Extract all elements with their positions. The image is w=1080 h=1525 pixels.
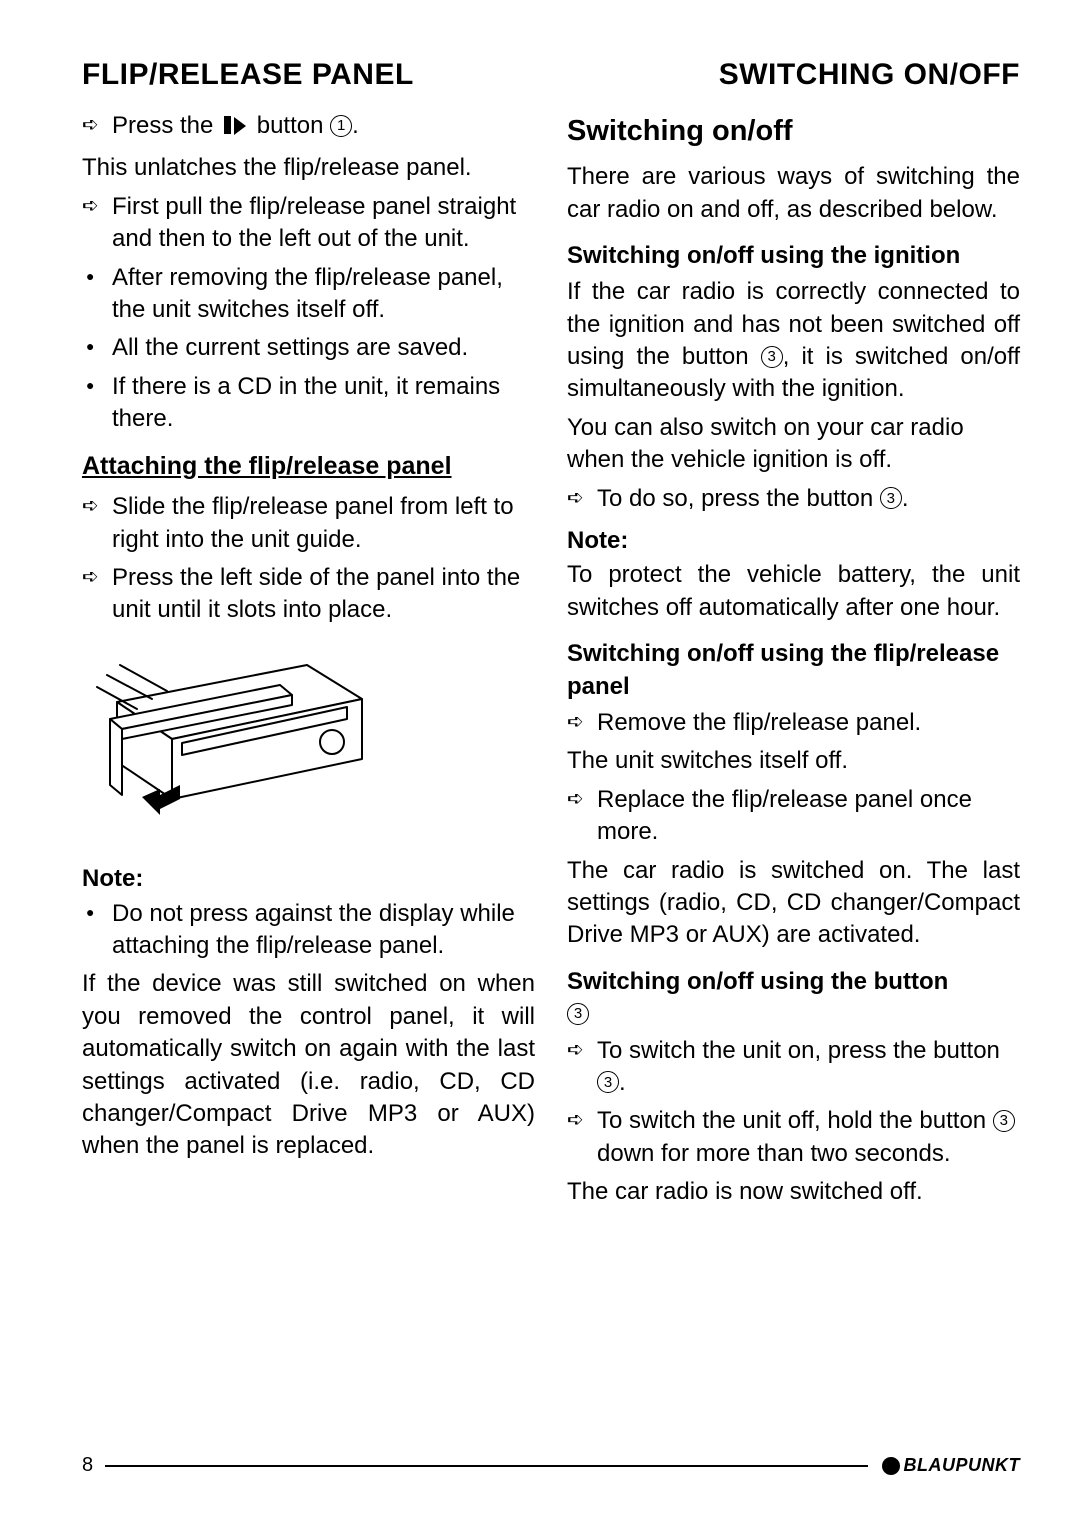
circled-3-d: 3	[597, 1071, 619, 1093]
note-label-left: Note:	[82, 863, 535, 895]
attach-step-2: Press the left side of the panel into th…	[82, 562, 535, 627]
flip-end: The car radio is switched on. The last s…	[567, 855, 1020, 952]
button-heading: Switching on/off using the button 3	[567, 966, 1020, 1031]
manual-page: FLIP/RELEASE PANEL SWITCHING ON/OFF Pres…	[0, 0, 1080, 1525]
page-footer: 8 BLAUPUNKT	[82, 1454, 1020, 1477]
note-text-right: To protect the vehicle battery, the unit…	[567, 559, 1020, 624]
header-right: SWITCHING ON/OFF	[719, 58, 1020, 92]
unlatch-text: This unlatches the flip/release panel.	[82, 152, 535, 184]
ignition-step-item: To do so, press the button 3.	[567, 483, 1020, 515]
btn-s2-post: down for more than two seconds.	[597, 1140, 951, 1167]
attach-steps: Slide the flip/release panel from left t…	[82, 491, 535, 627]
content-columns: Press the button 1. This unlatches the f…	[82, 110, 1020, 1214]
press-button-step: Press the button 1.	[82, 110, 535, 146]
note-bullet: Do not press against the display while a…	[82, 898, 535, 963]
bullet-2: All the current settings are saved.	[82, 332, 535, 364]
ignition-heading: Switching on/off using the ignition	[567, 240, 1020, 272]
btn-s1-pre: To switch the unit on, press the button	[597, 1037, 1000, 1064]
press-post: button	[257, 112, 330, 139]
bullet-1: After removing the flip/release panel, t…	[82, 262, 535, 327]
note-bullet-list: Do not press against the display while a…	[82, 898, 535, 963]
press-button-item: Press the button 1.	[82, 110, 535, 146]
button-end: The car radio is now switched off.	[567, 1176, 1020, 1208]
circled-1: 1	[330, 115, 352, 137]
ig-step-pre: To do so, press the button	[597, 485, 880, 512]
ignition-p2: You can also switch on your car radio wh…	[567, 412, 1020, 477]
circled-3-e: 3	[993, 1110, 1015, 1132]
attach-heading: Attaching the flip/release panel	[82, 450, 535, 484]
flip-step1: Remove the flip/release panel.	[567, 707, 1020, 739]
header-left: FLIP/RELEASE PANEL	[82, 58, 414, 92]
release-icon	[222, 113, 248, 146]
note-label-right: Note:	[567, 525, 1020, 557]
ignition-p1: If the car radio is correctly connected …	[567, 276, 1020, 406]
left-column: Press the button 1. This unlatches the f…	[82, 110, 535, 1214]
bullet-3: If there is a CD in the unit, it remains…	[82, 371, 535, 436]
footer-rule	[105, 1465, 867, 1467]
pull-panel-item: First pull the flip/release panel straig…	[82, 191, 535, 256]
panel-diagram	[82, 647, 535, 851]
flip-heading: Switching on/off using the flip/release …	[567, 638, 1020, 703]
flip-step2: Replace the flip/release panel once more…	[567, 784, 1020, 849]
press-pre: Press the	[112, 112, 220, 139]
ignition-step: To do so, press the button 3.	[567, 483, 1020, 515]
circled-3-a: 3	[761, 346, 783, 368]
page-headers: FLIP/RELEASE PANEL SWITCHING ON/OFF	[82, 58, 1020, 92]
page-number: 8	[82, 1454, 93, 1477]
brand-logo: BLAUPUNKT	[882, 1455, 1021, 1476]
button-step1: To switch the unit on, press the button …	[567, 1035, 1020, 1100]
switching-intro: There are various ways of switching the …	[567, 161, 1020, 226]
circled-3-b: 3	[880, 487, 902, 509]
final-para: If the device was still switched on when…	[82, 968, 535, 1162]
flip-step2-list: Replace the flip/release panel once more…	[567, 784, 1020, 849]
switching-title: Switching on/off	[567, 112, 1020, 151]
pull-panel-step: First pull the flip/release panel straig…	[82, 191, 535, 256]
btn-s2-pre: To switch the unit off, hold the button	[597, 1107, 993, 1134]
brand-dot-icon	[882, 1457, 900, 1475]
button-steps: To switch the unit on, press the button …	[567, 1035, 1020, 1171]
button-step2: To switch the unit off, hold the button …	[567, 1105, 1020, 1170]
btn-head-pre: Switching on/off using the button	[567, 968, 948, 995]
attach-step-1: Slide the flip/release panel from left t…	[82, 491, 535, 556]
flip-step1-list: Remove the flip/release panel.	[567, 707, 1020, 739]
right-column: Switching on/off There are various ways …	[567, 110, 1020, 1214]
brand-text: BLAUPUNKT	[904, 1455, 1021, 1476]
circled-3-c: 3	[567, 1003, 589, 1025]
info-bullets: After removing the flip/release panel, t…	[82, 262, 535, 436]
flip-mid: The unit switches itself off.	[567, 745, 1020, 777]
